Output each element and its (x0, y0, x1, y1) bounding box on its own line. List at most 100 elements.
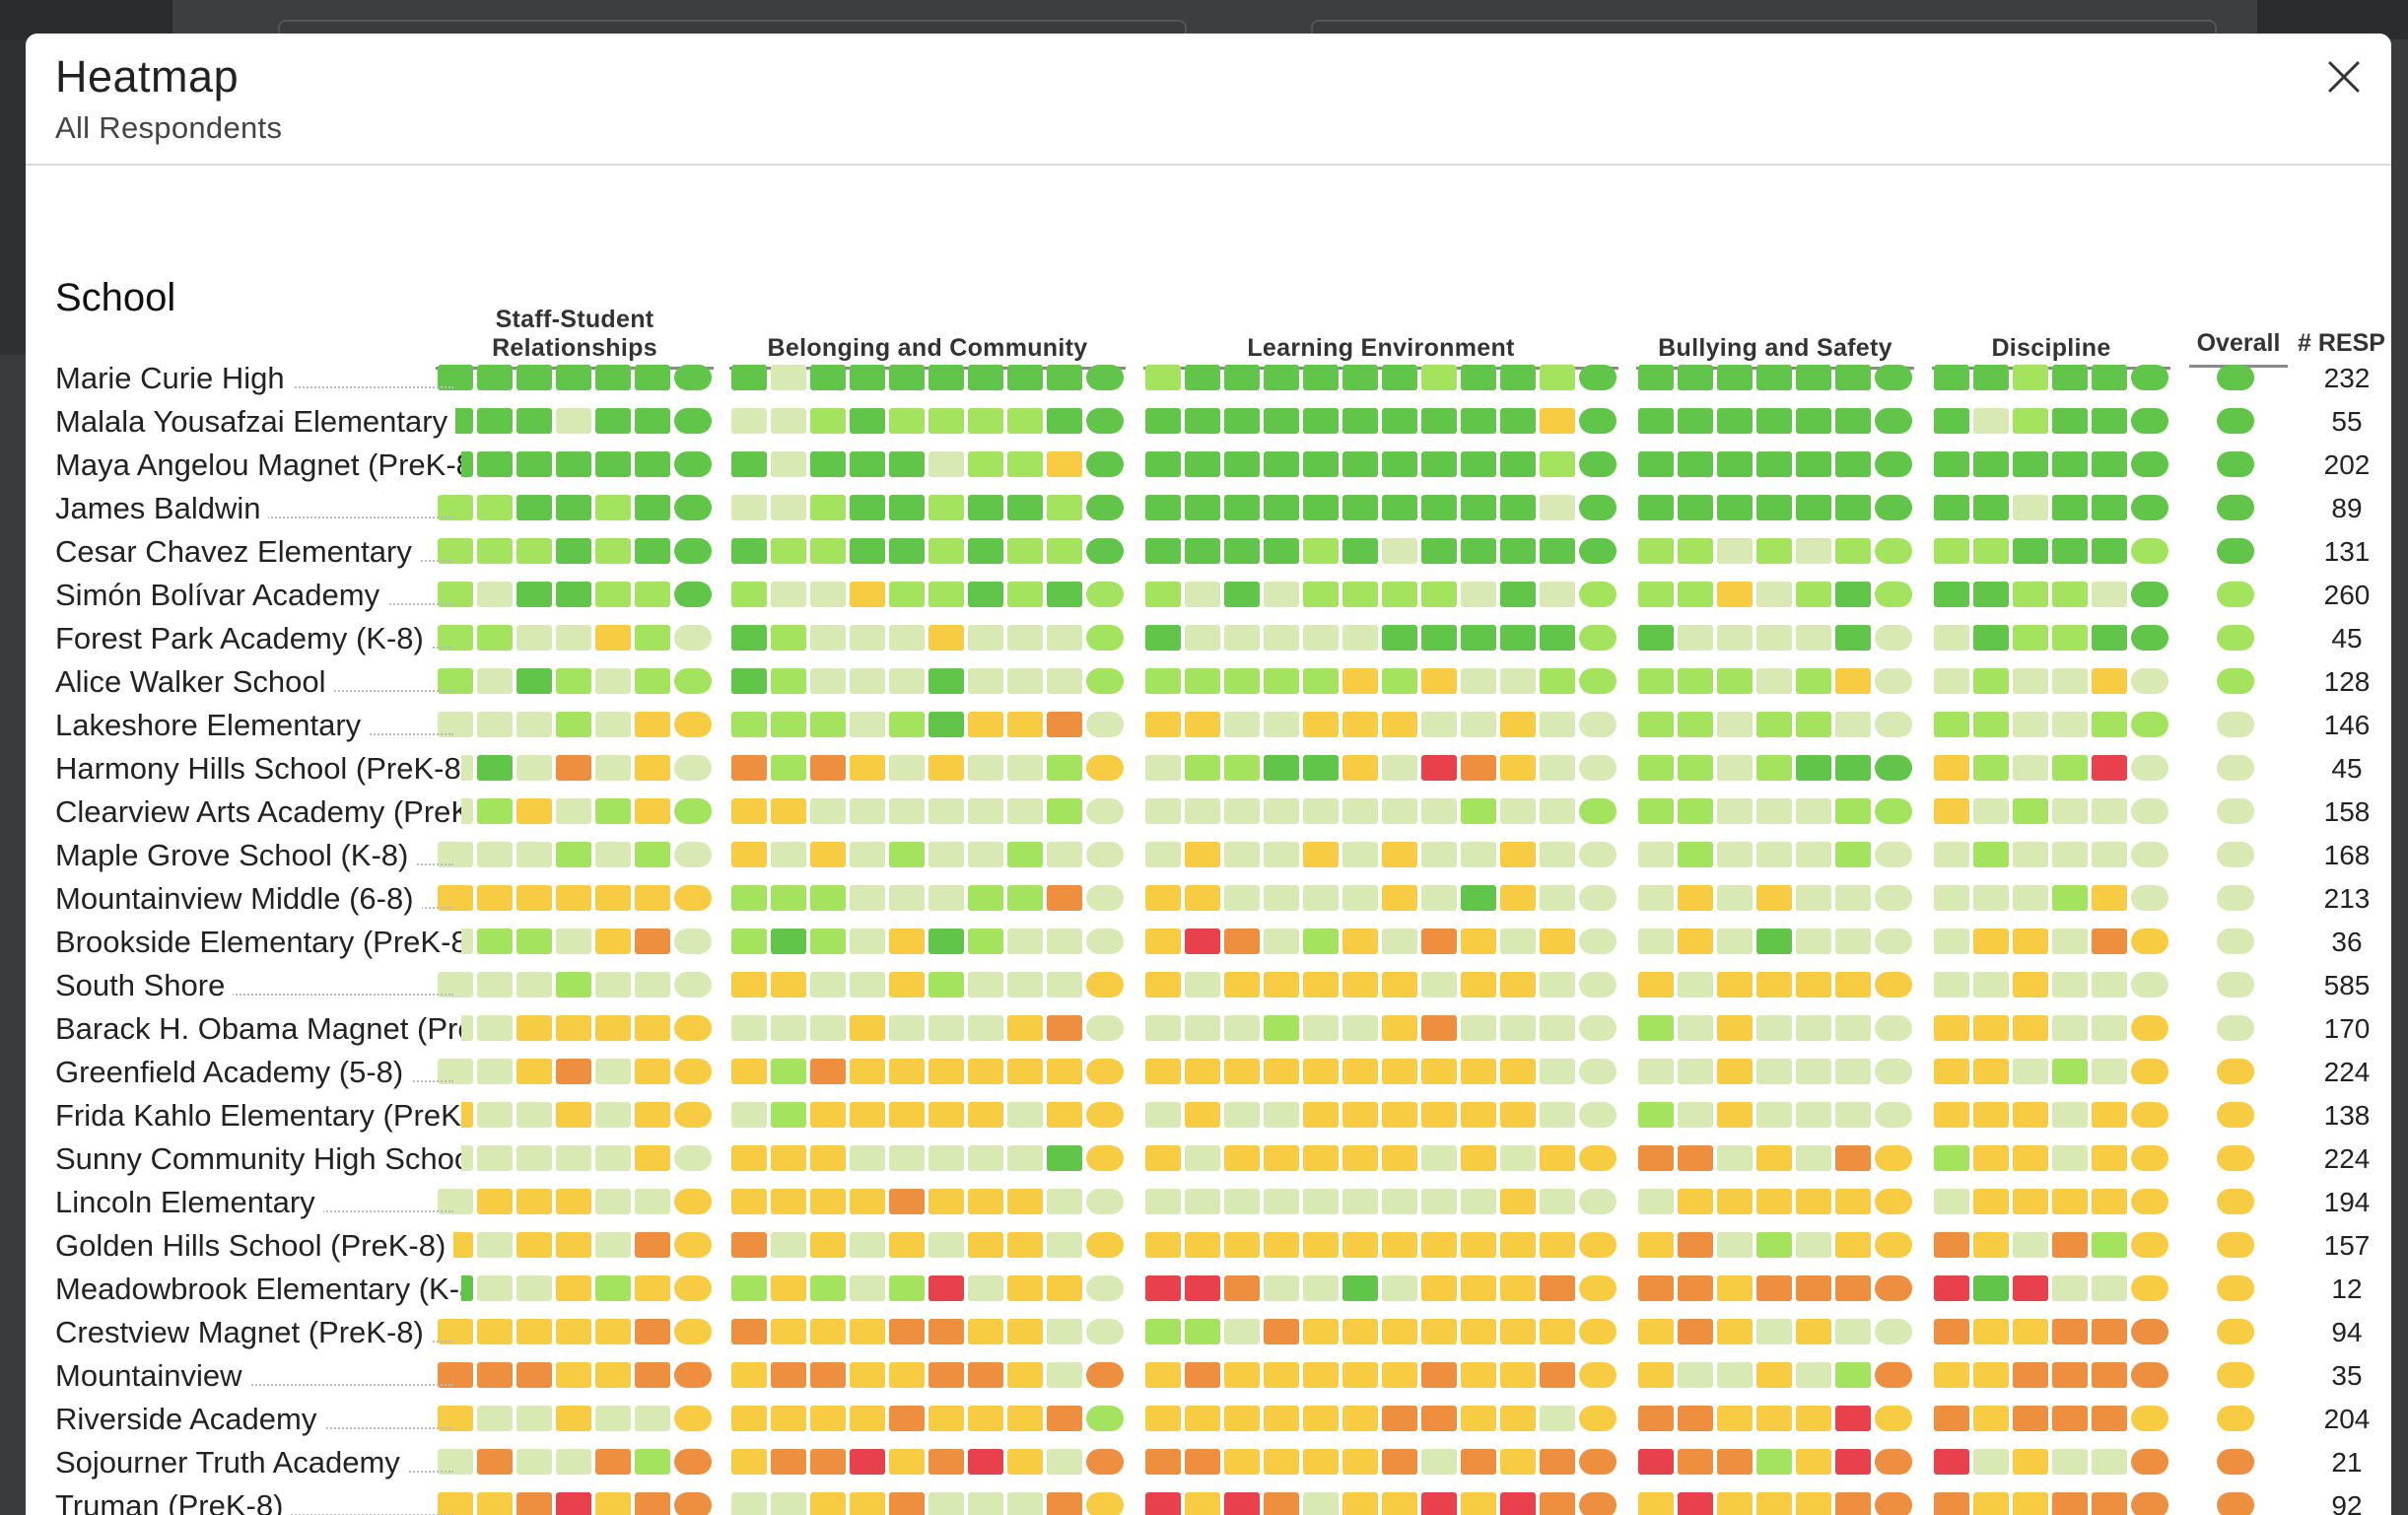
heatmap-cell[interactable] (1875, 451, 1912, 477)
heatmap-cell[interactable] (1973, 365, 2009, 390)
heatmap-cell[interactable] (2013, 1189, 2048, 1214)
heatmap-cell[interactable] (1579, 625, 1617, 651)
heatmap-cell[interactable] (1756, 798, 1792, 824)
heatmap-cell[interactable] (850, 1189, 885, 1214)
heatmap-cell[interactable] (556, 365, 591, 390)
heatmap-cell[interactable] (1421, 1059, 1457, 1084)
heatmap-cell[interactable] (1678, 798, 1713, 824)
heatmap-cell[interactable] (1717, 365, 1753, 390)
heatmap-cell[interactable] (1875, 1059, 1912, 1084)
heatmap-cell[interactable] (1461, 1145, 1496, 1171)
heatmap-cell[interactable] (635, 1406, 670, 1431)
heatmap-cell[interactable] (1678, 929, 1713, 954)
heatmap-cell[interactable] (635, 712, 670, 737)
heatmap-cell[interactable] (1185, 408, 1220, 434)
heatmap-cell[interactable] (1934, 972, 1969, 998)
heatmap-cell[interactable] (595, 1145, 631, 1171)
heatmap-cell[interactable] (1185, 929, 1220, 954)
heatmap-cell[interactable] (595, 972, 631, 998)
heatmap-cell[interactable] (477, 755, 513, 781)
heatmap-cell[interactable] (674, 538, 712, 564)
heatmap-cell[interactable] (1461, 972, 1496, 998)
heatmap-cell[interactable] (1717, 929, 1753, 954)
heatmap-cell[interactable] (889, 1015, 925, 1041)
heatmap-cell[interactable] (516, 1189, 552, 1214)
heatmap-cell[interactable] (968, 365, 1003, 390)
heatmap-cell[interactable] (2052, 885, 2088, 911)
heatmap-cell[interactable] (1185, 1362, 1220, 1388)
heatmap-cell[interactable] (1756, 1015, 1792, 1041)
heatmap-cell[interactable] (1461, 451, 1496, 477)
heatmap-cell[interactable] (1796, 972, 1831, 998)
heatmap-cell[interactable] (850, 1319, 885, 1344)
heatmap-cell[interactable] (929, 408, 964, 434)
heatmap-cell[interactable] (635, 929, 670, 954)
heatmap-cell[interactable] (635, 1059, 670, 1084)
heatmap-cell[interactable] (1047, 1015, 1082, 1041)
heatmap-cell[interactable] (1185, 1189, 1220, 1214)
heatmap-cell[interactable] (2052, 1492, 2088, 1515)
heatmap-cell[interactable] (1461, 668, 1496, 694)
heatmap-cell[interactable] (889, 625, 925, 651)
heatmap-cell[interactable] (731, 625, 767, 651)
heatmap-cell[interactable] (1500, 1275, 1536, 1301)
heatmap-cell[interactable] (1342, 408, 1378, 434)
heatmap-cell[interactable] (968, 451, 1003, 477)
heatmap-cell[interactable] (2092, 1102, 2127, 1128)
heatmap-cell[interactable] (1934, 668, 1969, 694)
overall-indicator[interactable] (2217, 885, 2254, 911)
overall-indicator[interactable] (2217, 582, 2254, 607)
heatmap-cell[interactable] (1047, 712, 1082, 737)
school-name[interactable]: Harmony Hills School (PreK-8) (55, 747, 461, 791)
heatmap-cell[interactable] (1875, 1362, 1912, 1388)
heatmap-cell[interactable] (968, 1406, 1003, 1431)
heatmap-cell[interactable] (516, 1232, 552, 1258)
heatmap-cell[interactable] (2131, 1492, 2168, 1515)
heatmap-cell[interactable] (1421, 1319, 1457, 1344)
heatmap-cell[interactable] (516, 1102, 552, 1128)
heatmap-cell[interactable] (516, 668, 552, 694)
heatmap-cell[interactable] (1342, 1492, 1378, 1515)
heatmap-cell[interactable] (2052, 1145, 2088, 1171)
heatmap-cell[interactable] (516, 625, 552, 651)
heatmap-cell[interactable] (477, 1059, 513, 1084)
heatmap-cell[interactable] (1579, 538, 1617, 564)
heatmap-cell[interactable] (1007, 1015, 1043, 1041)
heatmap-cell[interactable] (968, 1449, 1003, 1475)
heatmap-cell[interactable] (1500, 365, 1536, 390)
table-row[interactable]: Lincoln Elementary 194 (26, 1181, 2391, 1224)
heatmap-cell[interactable] (1007, 1189, 1043, 1214)
heatmap-cell[interactable] (1934, 712, 1969, 737)
heatmap-cell[interactable] (1579, 1059, 1617, 1084)
heatmap-cell[interactable] (2092, 582, 2127, 607)
heatmap-cell[interactable] (1264, 1189, 1299, 1214)
heatmap-cell[interactable] (850, 1015, 885, 1041)
heatmap-cell[interactable] (1303, 365, 1339, 390)
heatmap-cell[interactable] (1756, 1059, 1792, 1084)
heatmap-cell[interactable] (1264, 625, 1299, 651)
heatmap-cell[interactable] (2013, 451, 2048, 477)
heatmap-cell[interactable] (929, 625, 964, 651)
heatmap-cell[interactable] (1835, 495, 1871, 520)
heatmap-cell[interactable] (1382, 1145, 1417, 1171)
heatmap-cell[interactable] (674, 668, 712, 694)
heatmap-cell[interactable] (1303, 1145, 1339, 1171)
heatmap-cell[interactable] (1678, 495, 1713, 520)
heatmap-cell[interactable] (1875, 1275, 1912, 1301)
heatmap-cell[interactable] (1264, 1492, 1299, 1515)
heatmap-cell[interactable] (968, 408, 1003, 434)
heatmap-cell[interactable] (556, 1449, 591, 1475)
heatmap-cell[interactable] (1796, 842, 1831, 867)
heatmap-cell[interactable] (1540, 582, 1575, 607)
heatmap-cell[interactable] (438, 1059, 473, 1084)
heatmap-cell[interactable] (2013, 842, 2048, 867)
heatmap-cell[interactable] (1461, 1406, 1496, 1431)
heatmap-cell[interactable] (1500, 712, 1536, 737)
heatmap-cell[interactable] (968, 755, 1003, 781)
heatmap-cell[interactable] (889, 1319, 925, 1344)
heatmap-cell[interactable] (2013, 1275, 2048, 1301)
heatmap-cell[interactable] (1717, 842, 1753, 867)
heatmap-cell[interactable] (850, 1275, 885, 1301)
heatmap-cell[interactable] (1461, 1449, 1496, 1475)
heatmap-cell[interactable] (2092, 1449, 2127, 1475)
